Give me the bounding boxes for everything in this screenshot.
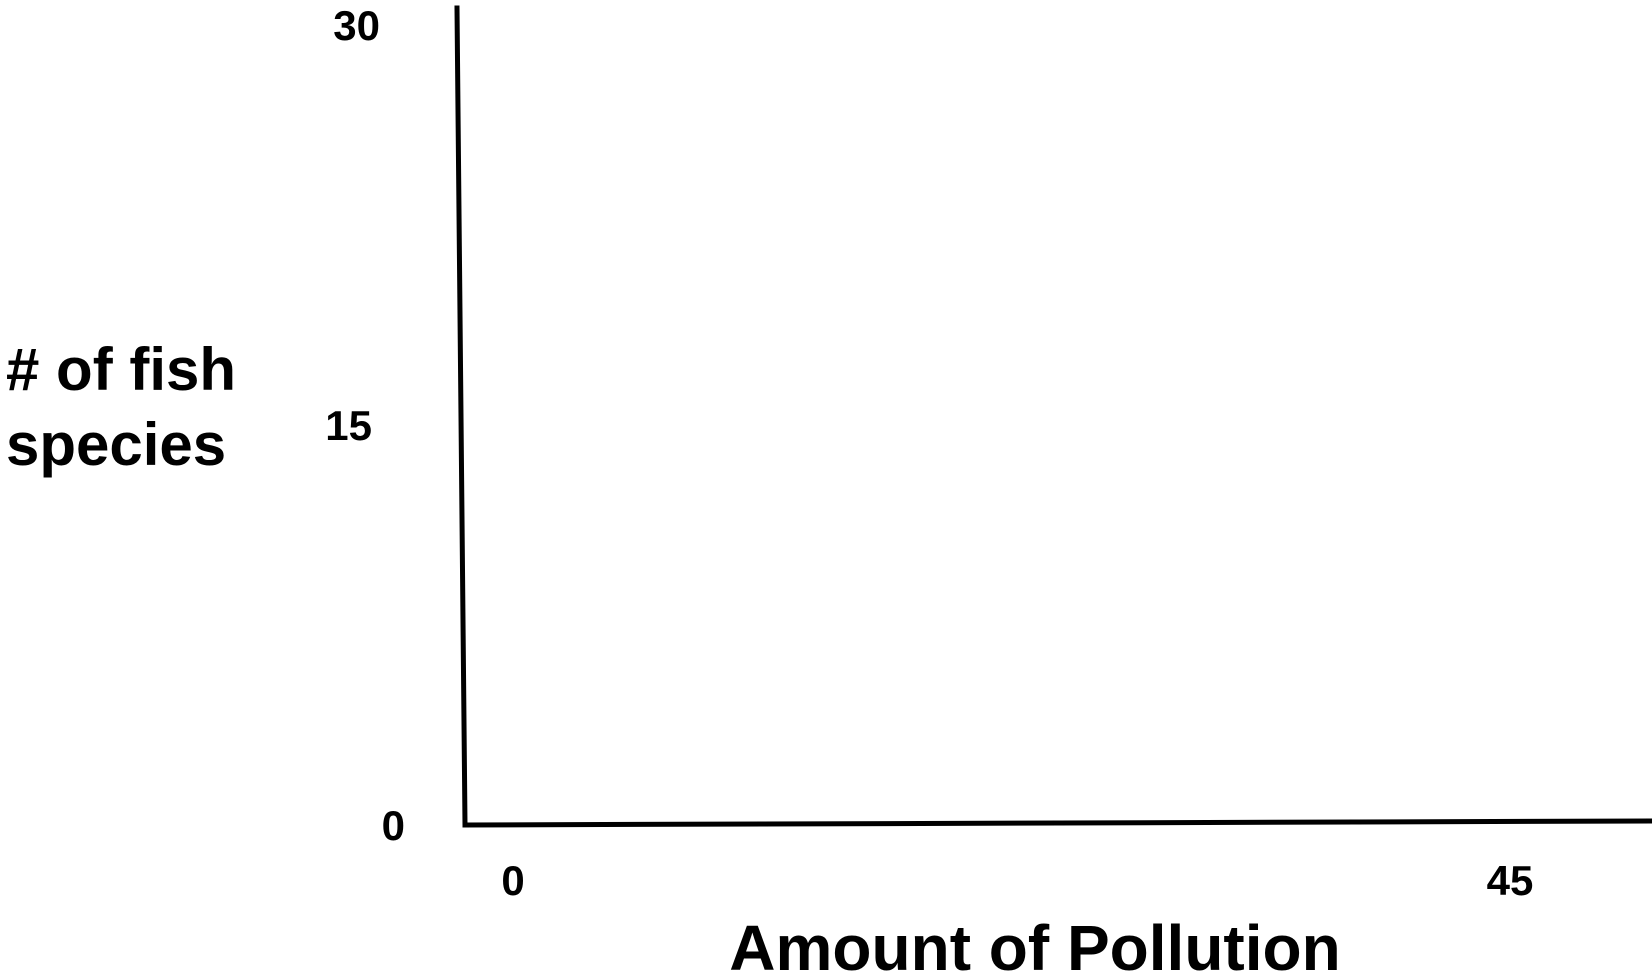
y-tick-label: 0 — [382, 802, 405, 849]
x-tick-label: 45 — [1487, 857, 1534, 904]
y-tick-label: 30 — [333, 2, 380, 49]
x-axis-label: Amount of Pollution — [729, 912, 1340, 973]
y-axis-label-line-2: species — [6, 411, 226, 478]
x-axis-line — [462, 818, 1652, 828]
x-tick-label: 0 — [501, 857, 524, 904]
y-axis-ticks: 0 15 30 — [325, 2, 405, 849]
y-axis-line — [454, 5, 468, 828]
y-axis-label: # of fish species — [6, 336, 236, 478]
axes — [454, 5, 1652, 828]
y-tick-label: 15 — [325, 402, 372, 449]
x-axis-ticks: 0 45 — [501, 857, 1533, 904]
y-axis-label-line-1: # of fish — [6, 336, 236, 403]
